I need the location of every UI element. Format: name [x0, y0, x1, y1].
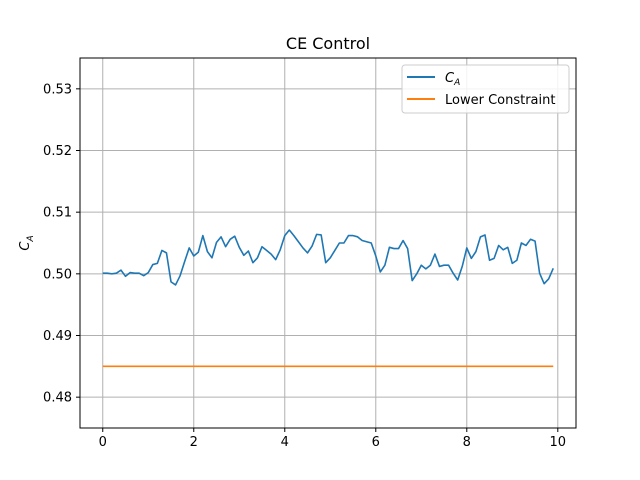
legend-label-lower-constraint: Lower Constraint	[445, 93, 555, 108]
y-tick-label: 0.52	[43, 144, 72, 159]
series-layer	[102, 229, 554, 368]
x-tick-label: 6	[372, 435, 380, 450]
y-axis: 0.48 0.49 0.50 0.51 0.52 0.53	[43, 82, 80, 406]
x-tick-label: 2	[190, 435, 198, 450]
legend-label-ca-sub: A	[453, 78, 460, 88]
y-tick-label: 0.49	[43, 329, 72, 344]
series-line-ca	[102, 229, 554, 286]
y-tick-label: 0.50	[43, 267, 72, 282]
y-axis-label: CA	[18, 235, 36, 250]
x-axis: 0 2 4 6 8 10	[99, 428, 566, 450]
x-tick-label: 8	[463, 435, 471, 450]
legend-box	[401, 64, 570, 114]
y-tick-label: 0.53	[43, 82, 72, 97]
y-tick-label: 0.48	[43, 391, 72, 406]
grid	[80, 58, 576, 428]
legend-label-ca-main: C	[445, 71, 455, 86]
x-tick-label: 4	[281, 435, 289, 450]
x-tick-label: 0	[99, 435, 107, 450]
legend: CA Lower Constraint	[401, 64, 570, 114]
chart-title: CE Control	[286, 34, 370, 53]
plot-frame	[79, 57, 577, 429]
y-axis-label-sub: A	[26, 235, 36, 242]
y-tick-label: 0.51	[43, 206, 72, 221]
x-tick-label: 10	[550, 435, 567, 450]
y-axis-label-main: C	[18, 241, 33, 251]
legend-label-ca: CA	[445, 71, 460, 88]
